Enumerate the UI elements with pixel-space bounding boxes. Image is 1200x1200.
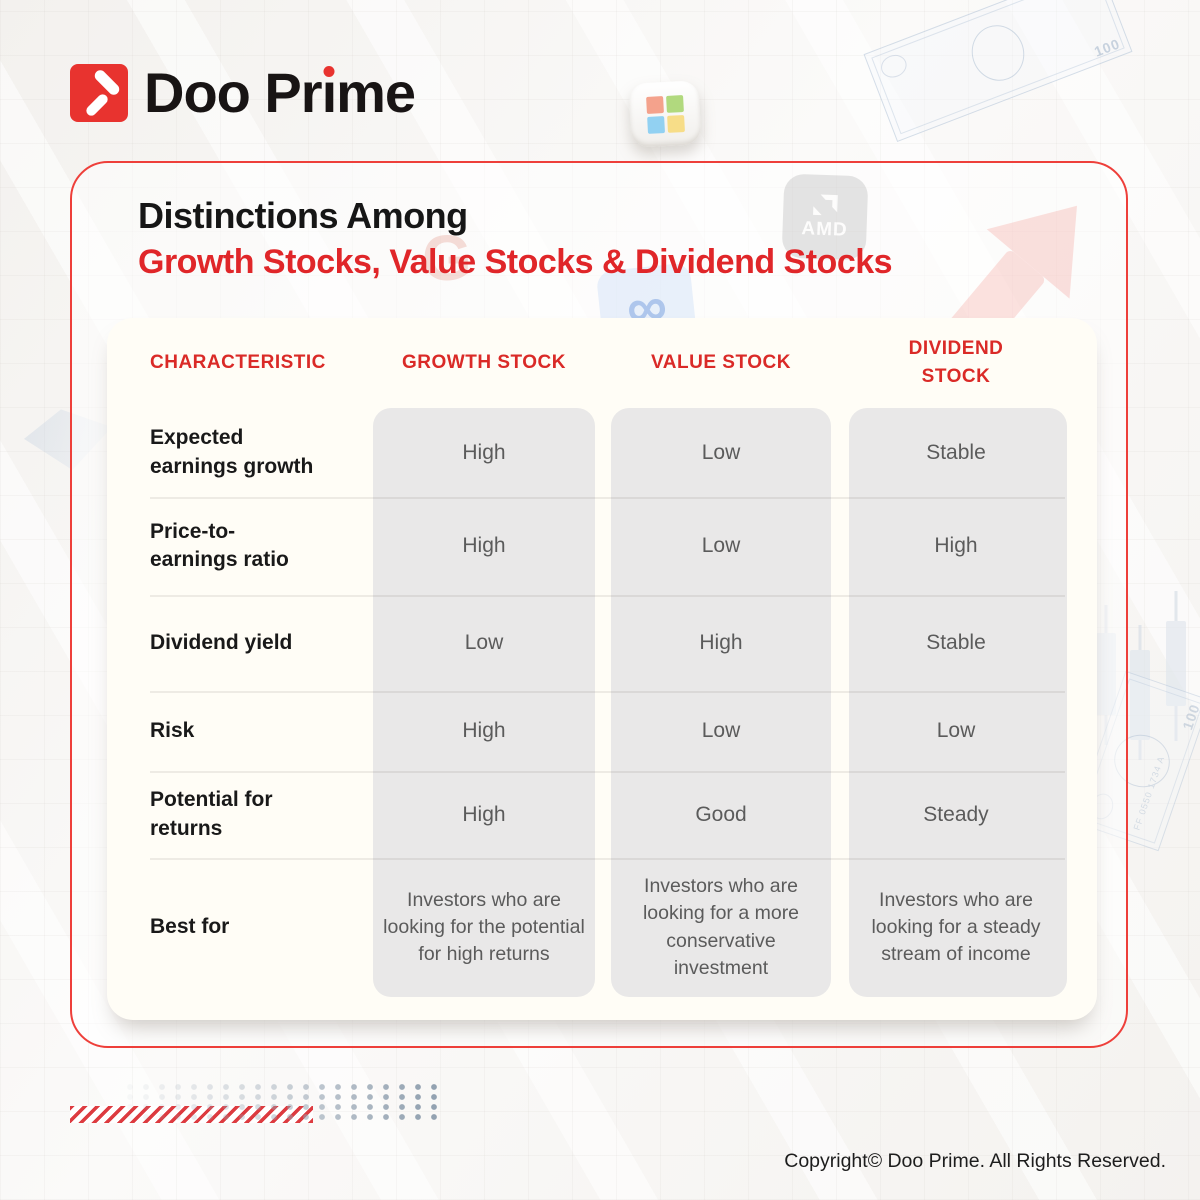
doo-prime-logo-icon xyxy=(70,64,128,122)
red-dot-icon xyxy=(323,66,335,77)
table-row: Best for Investors who are looking for t… xyxy=(107,858,1097,997)
cell-value: Stable xyxy=(926,631,986,654)
cell-value: High xyxy=(462,440,506,464)
cell-value: Low xyxy=(936,719,976,742)
table-row: Risk High Low Low xyxy=(107,691,1097,771)
cell-value: Low xyxy=(701,534,741,557)
cell-value: Low xyxy=(701,440,741,464)
row-divider xyxy=(150,497,1065,499)
row-label: Price-to-earnings ratio xyxy=(150,519,289,571)
cell-value: Investors who are looking for the potent… xyxy=(383,888,585,966)
cell-value: High xyxy=(462,802,506,826)
table-row: Expected earnings growth High Low Stable xyxy=(107,408,1097,497)
value-stock-column-background xyxy=(611,408,831,997)
dividend-stock-column-background xyxy=(849,408,1067,997)
microsoft-square-blue xyxy=(646,115,665,134)
cell-value: High xyxy=(934,534,978,557)
column-header-dividend-stock: DIVIDEND STOCK xyxy=(847,335,1065,390)
cell-value: Low xyxy=(701,719,741,742)
column-header-text: DIVIDEND STOCK xyxy=(908,338,1004,387)
logo-slash-icon xyxy=(84,92,110,118)
candlestick xyxy=(1166,591,1186,741)
microsoft-square-yellow xyxy=(666,114,685,133)
google-logo-decoration: G xyxy=(422,222,472,294)
brand-name: Doo Prı me xyxy=(144,65,416,121)
row-divider xyxy=(150,771,1065,773)
microsoft-square-green xyxy=(665,94,684,113)
row-label: Expected earnings growth xyxy=(150,426,314,478)
cell-value: Steady xyxy=(923,802,989,826)
brand-name-part: Doo Pr xyxy=(144,61,323,124)
dot-pattern-decoration xyxy=(120,1080,442,1120)
column-header-characteristic: CHARACTERISTIC xyxy=(150,352,326,374)
amd-logo-decoration: AMD xyxy=(781,173,869,261)
comparison-table: CHARACTERISTIC GROWTH STOCK VALUE STOCK … xyxy=(107,318,1097,1020)
row-divider xyxy=(150,858,1065,860)
brand-name-i: ı xyxy=(322,65,338,121)
row-divider xyxy=(150,691,1065,693)
cell-value: High xyxy=(462,534,506,557)
amd-arrow-icon xyxy=(813,194,838,216)
brand-name-part: ı xyxy=(321,61,338,124)
microsoft-square-red xyxy=(645,95,664,114)
logo-slash-icon xyxy=(92,68,122,97)
cell-value: High xyxy=(699,631,743,654)
cell-value: Low xyxy=(464,631,504,654)
candlestick xyxy=(1130,625,1150,765)
amd-label: AMD xyxy=(801,218,849,241)
dollar-bill-decoration: 100 xyxy=(863,0,1133,143)
table-header-row: CHARACTERISTIC GROWTH STOCK VALUE STOCK … xyxy=(107,318,1097,408)
brand-name-part: me xyxy=(336,61,416,124)
cell-value: Good xyxy=(695,802,747,826)
row-label: Dividend yield xyxy=(150,630,293,654)
column-header-growth-stock: GROWTH STOCK xyxy=(402,352,566,374)
cell-value: High xyxy=(462,719,506,742)
cell-value: Investors who are looking for a more con… xyxy=(642,874,800,979)
doo-prime-logo: Doo Prı me xyxy=(70,64,416,122)
row-divider xyxy=(150,595,1065,597)
cell-value: Stable xyxy=(926,440,986,464)
row-label: Best for xyxy=(150,915,230,939)
growth-stock-column-background xyxy=(373,408,595,997)
copyright-text: Copyright© Doo Prime. All Rights Reserve… xyxy=(784,1150,1166,1172)
page-title-line1: Distinctions Among xyxy=(138,195,468,236)
column-header-value-stock: VALUE STOCK xyxy=(651,352,791,374)
page-title-line2: Growth Stocks, Value Stocks & Dividend S… xyxy=(138,243,893,281)
row-label: Potential for returns xyxy=(150,788,273,840)
row-label: Risk xyxy=(150,718,195,742)
content-card: G AMD ∞ Distinctions Among Growth Stocks… xyxy=(70,161,1128,1048)
microsoft-logo-icon xyxy=(628,80,702,148)
cell-value: Investors who are looking for a steady s… xyxy=(871,888,1041,966)
table-row: Potential for returns High Good Steady xyxy=(107,771,1097,858)
table-row: Price-to-earnings ratio High Low High xyxy=(107,497,1097,595)
table-row: Dividend yield Low High Stable xyxy=(107,595,1097,691)
table-body: Expected earnings growth High Low Stable… xyxy=(107,408,1097,997)
